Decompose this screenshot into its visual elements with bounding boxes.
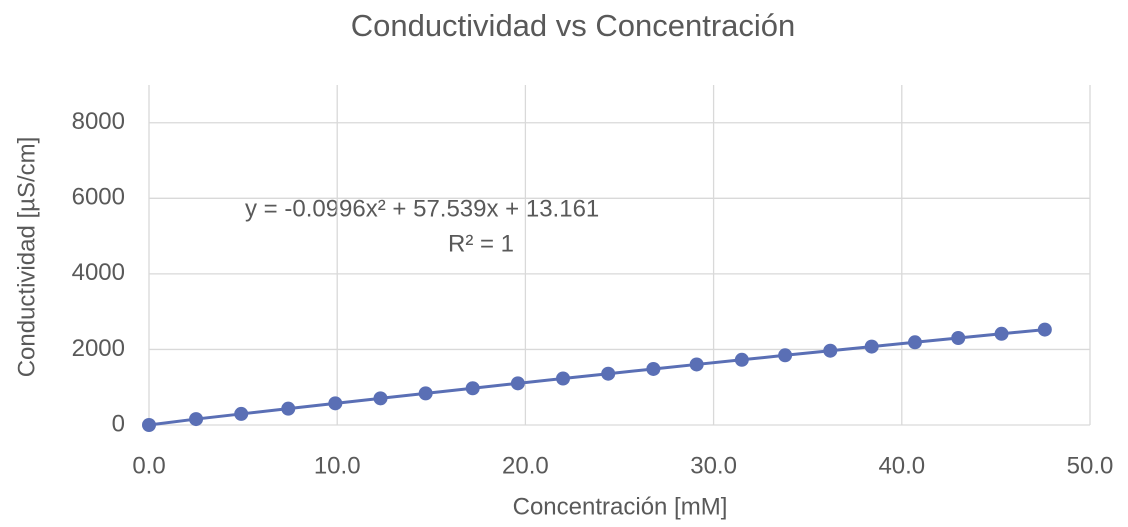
x-tick-label: 40.0 bbox=[878, 452, 925, 479]
data-point bbox=[778, 348, 793, 363]
data-point bbox=[281, 401, 296, 416]
data-point bbox=[907, 335, 922, 350]
x-tick-label: 10.0 bbox=[314, 452, 361, 479]
data-point bbox=[556, 371, 571, 386]
data-point bbox=[418, 386, 433, 401]
data-point bbox=[646, 361, 661, 376]
data-point bbox=[189, 412, 204, 427]
data-point bbox=[373, 391, 388, 406]
data-point bbox=[234, 406, 249, 421]
data-point bbox=[142, 418, 156, 432]
y-axis-title: Conductividad [µS/cm] bbox=[13, 137, 40, 378]
x-tick-label: 30.0 bbox=[690, 452, 737, 479]
data-point bbox=[465, 381, 480, 396]
y-tick-label: 0 bbox=[112, 410, 125, 437]
data-point bbox=[328, 396, 343, 411]
data-point bbox=[823, 343, 838, 358]
y-tick-label: 4000 bbox=[72, 259, 125, 286]
x-tick-label: 0.0 bbox=[132, 452, 165, 479]
data-point bbox=[689, 357, 704, 372]
y-tick-label: 6000 bbox=[72, 184, 125, 211]
r-squared: R² = 1 bbox=[448, 230, 514, 257]
data-point bbox=[864, 339, 879, 354]
data-point bbox=[734, 352, 749, 367]
chart-title: Conductividad vs Concentración bbox=[351, 8, 796, 43]
data-point bbox=[1037, 322, 1052, 337]
data-point bbox=[510, 376, 525, 391]
y-tick-label: 2000 bbox=[72, 335, 125, 362]
y-tick-label: 8000 bbox=[72, 108, 125, 135]
data-point bbox=[994, 326, 1009, 341]
x-tick-label: 50.0 bbox=[1067, 452, 1114, 479]
data-point bbox=[951, 330, 966, 345]
trendline-equation: y = -0.0996x² + 57.539x + 13.161 bbox=[245, 195, 599, 222]
x-tick-label: 20.0 bbox=[502, 452, 549, 479]
x-axis-title: Concentración [mM] bbox=[513, 493, 728, 520]
data-point bbox=[601, 366, 616, 381]
